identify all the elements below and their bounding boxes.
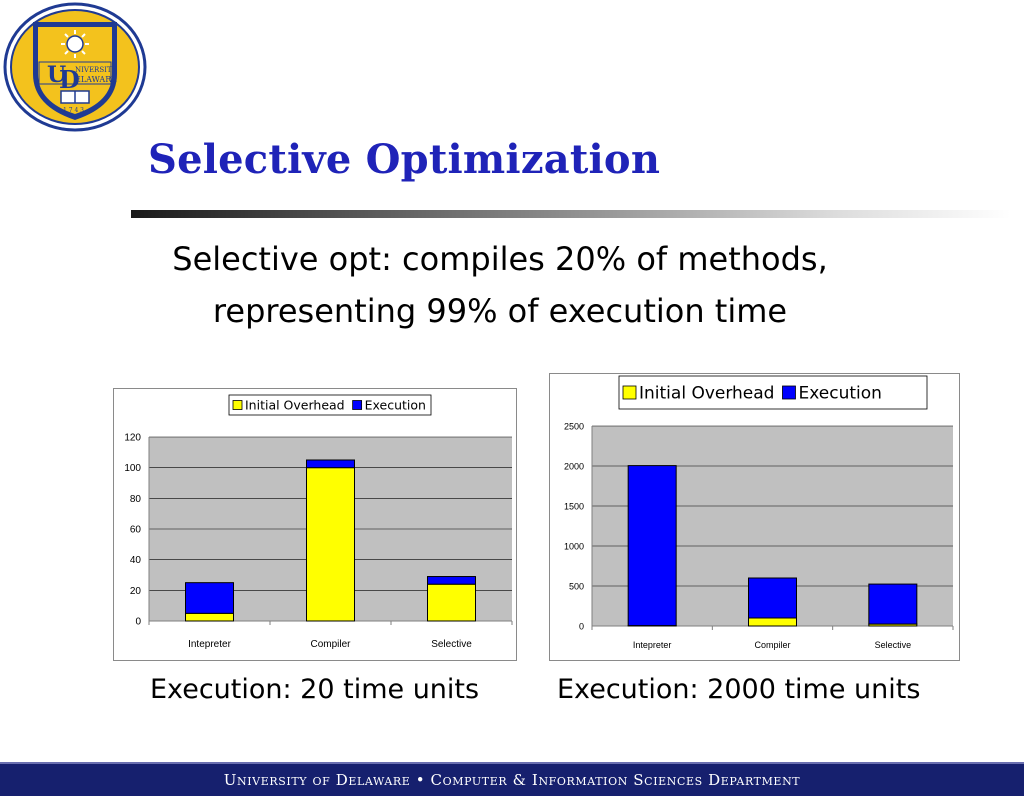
y-tick-label: 40 <box>130 555 142 566</box>
legend-box <box>618 375 928 410</box>
svg-text:D: D <box>59 65 80 94</box>
svg-text:ELAWARE: ELAWARE <box>75 75 117 84</box>
legend-swatch <box>782 385 796 400</box>
legend-box <box>228 394 432 416</box>
bar-execution-compiler <box>306 459 355 469</box>
legend-label: Initial Overhead <box>639 384 774 404</box>
legend-label: Execution <box>365 398 426 413</box>
category-label: Intepreter <box>633 640 672 650</box>
university-logo: U D NIVERSITY ELAWARE 1 7 4 3 <box>3 2 147 132</box>
y-tick-label: 0 <box>579 622 584 632</box>
legend-swatch <box>352 400 363 410</box>
footer-bar: University of Delaware • Computer & Info… <box>0 762 1024 796</box>
footer-text: University of Delaware • Computer & Info… <box>223 771 801 789</box>
legend-swatch <box>232 400 243 410</box>
bar-execution-intepreter <box>185 582 234 614</box>
legend-label: Initial Overhead <box>245 398 345 413</box>
y-tick-label: 1500 <box>564 502 584 512</box>
slide-title: Selective Optimization <box>148 136 661 183</box>
caption-left: Execution: 20 time units <box>150 674 480 705</box>
svg-text:1 7 4 3: 1 7 4 3 <box>63 107 84 114</box>
category-label: Selective <box>875 640 912 650</box>
bar-overhead-compiler <box>306 467 355 622</box>
y-tick-label: 120 <box>124 433 141 444</box>
y-tick-label: 20 <box>130 586 142 597</box>
y-tick-label: 2000 <box>564 462 584 472</box>
bar-execution-compiler <box>748 577 797 619</box>
chart-20-time-units: 0 20 40 60 80 100 120 Intepreter Compiler Selecti… <box>113 388 517 661</box>
subtitle-line-2: representing 99% of execution time <box>212 292 788 330</box>
subtitle-line-1: Selective opt: compiles 20% of methods, <box>172 240 828 278</box>
y-tick-label: 1000 <box>564 542 584 552</box>
bar-overhead-compiler <box>748 617 797 627</box>
y-tick-label: 2500 <box>564 422 584 432</box>
y-tick-label: 60 <box>130 525 142 536</box>
category-label: Selective <box>431 639 472 650</box>
title-divider <box>131 210 1011 218</box>
legend-swatch <box>622 385 637 400</box>
legend-label: Execution <box>798 384 881 404</box>
chart-svg: 0 500 1000 1500 2000 2500 Intepreter Compiler Se… <box>564 375 954 650</box>
y-tick-label: 80 <box>130 494 142 505</box>
svg-text:NIVERSITY: NIVERSITY <box>75 66 117 74</box>
category-label: Intepreter <box>188 639 231 650</box>
university-seal-icon: U D NIVERSITY ELAWARE 1 7 4 3 <box>3 2 147 132</box>
bar-execution-selective <box>427 576 476 585</box>
category-label: Compiler <box>754 640 790 650</box>
bar-execution-selective <box>868 583 918 625</box>
bar-overhead-intepreter <box>185 612 234 622</box>
svg-text:U: U <box>47 62 66 88</box>
y-tick-label: 100 <box>124 463 141 474</box>
bar-overhead-selective <box>427 583 476 622</box>
bar-execution-intepreter <box>627 465 677 627</box>
y-tick-label: 500 <box>569 582 584 592</box>
chart-svg: 0 20 40 60 80 100 120 Intepreter Compiler Selecti… <box>124 394 513 650</box>
y-tick-label: 0 <box>135 617 141 628</box>
chart-2000-time-units: 0 500 1000 1500 2000 2500 Intepreter Compiler Se… <box>549 373 960 661</box>
category-label: Compiler <box>310 639 351 650</box>
caption-right: Execution: 2000 time units <box>557 674 921 705</box>
